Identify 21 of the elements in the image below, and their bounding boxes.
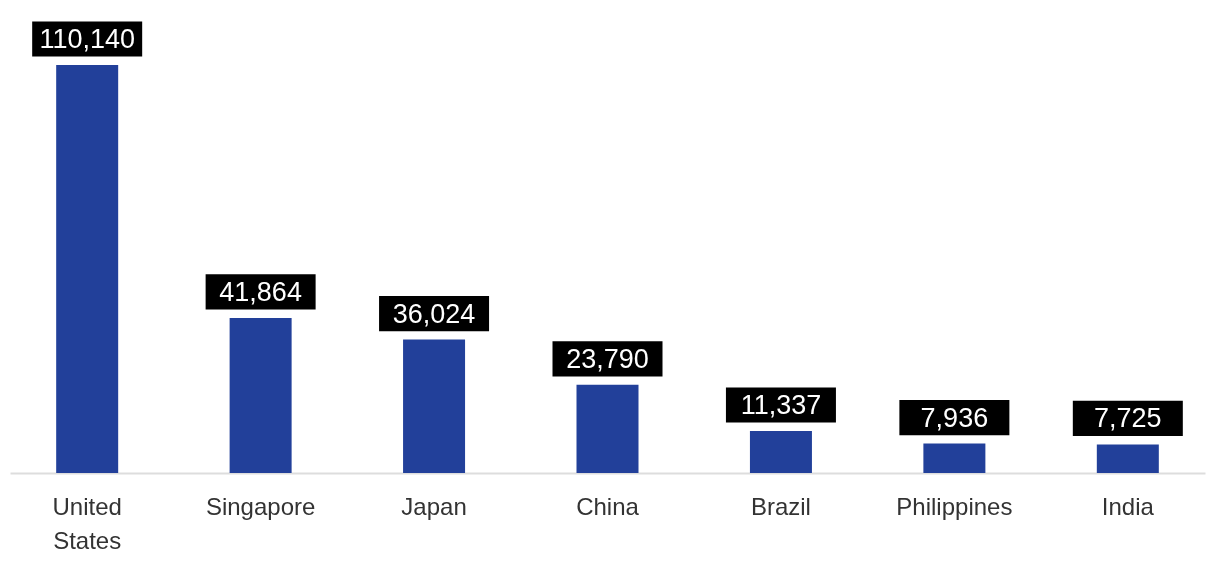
data-label: 36,024 <box>392 298 476 329</box>
bar <box>749 431 812 473</box>
x-tick-label: China <box>576 492 640 520</box>
bar <box>229 317 292 473</box>
x-tick-label: Philippines <box>896 492 1013 520</box>
bar <box>56 65 119 473</box>
data-label: 7,936 <box>920 402 989 433</box>
x-tick-label: Singapore <box>205 492 316 520</box>
data-label: 23,790 <box>566 343 649 374</box>
bar <box>1096 444 1159 473</box>
x-tick-label: India <box>1101 492 1155 520</box>
x-tick-label: United States <box>52 492 122 554</box>
data-label: 11,337 <box>740 390 822 420</box>
bar <box>923 443 986 473</box>
data-label: 7,725 <box>1094 403 1162 434</box>
bar <box>403 339 466 473</box>
bar <box>576 384 639 473</box>
data-label: 110,140 <box>39 24 135 54</box>
data-label: 41,864 <box>219 276 302 307</box>
x-tick-label: Brazil <box>750 492 811 520</box>
x-tick-label: Japan <box>401 492 467 520</box>
